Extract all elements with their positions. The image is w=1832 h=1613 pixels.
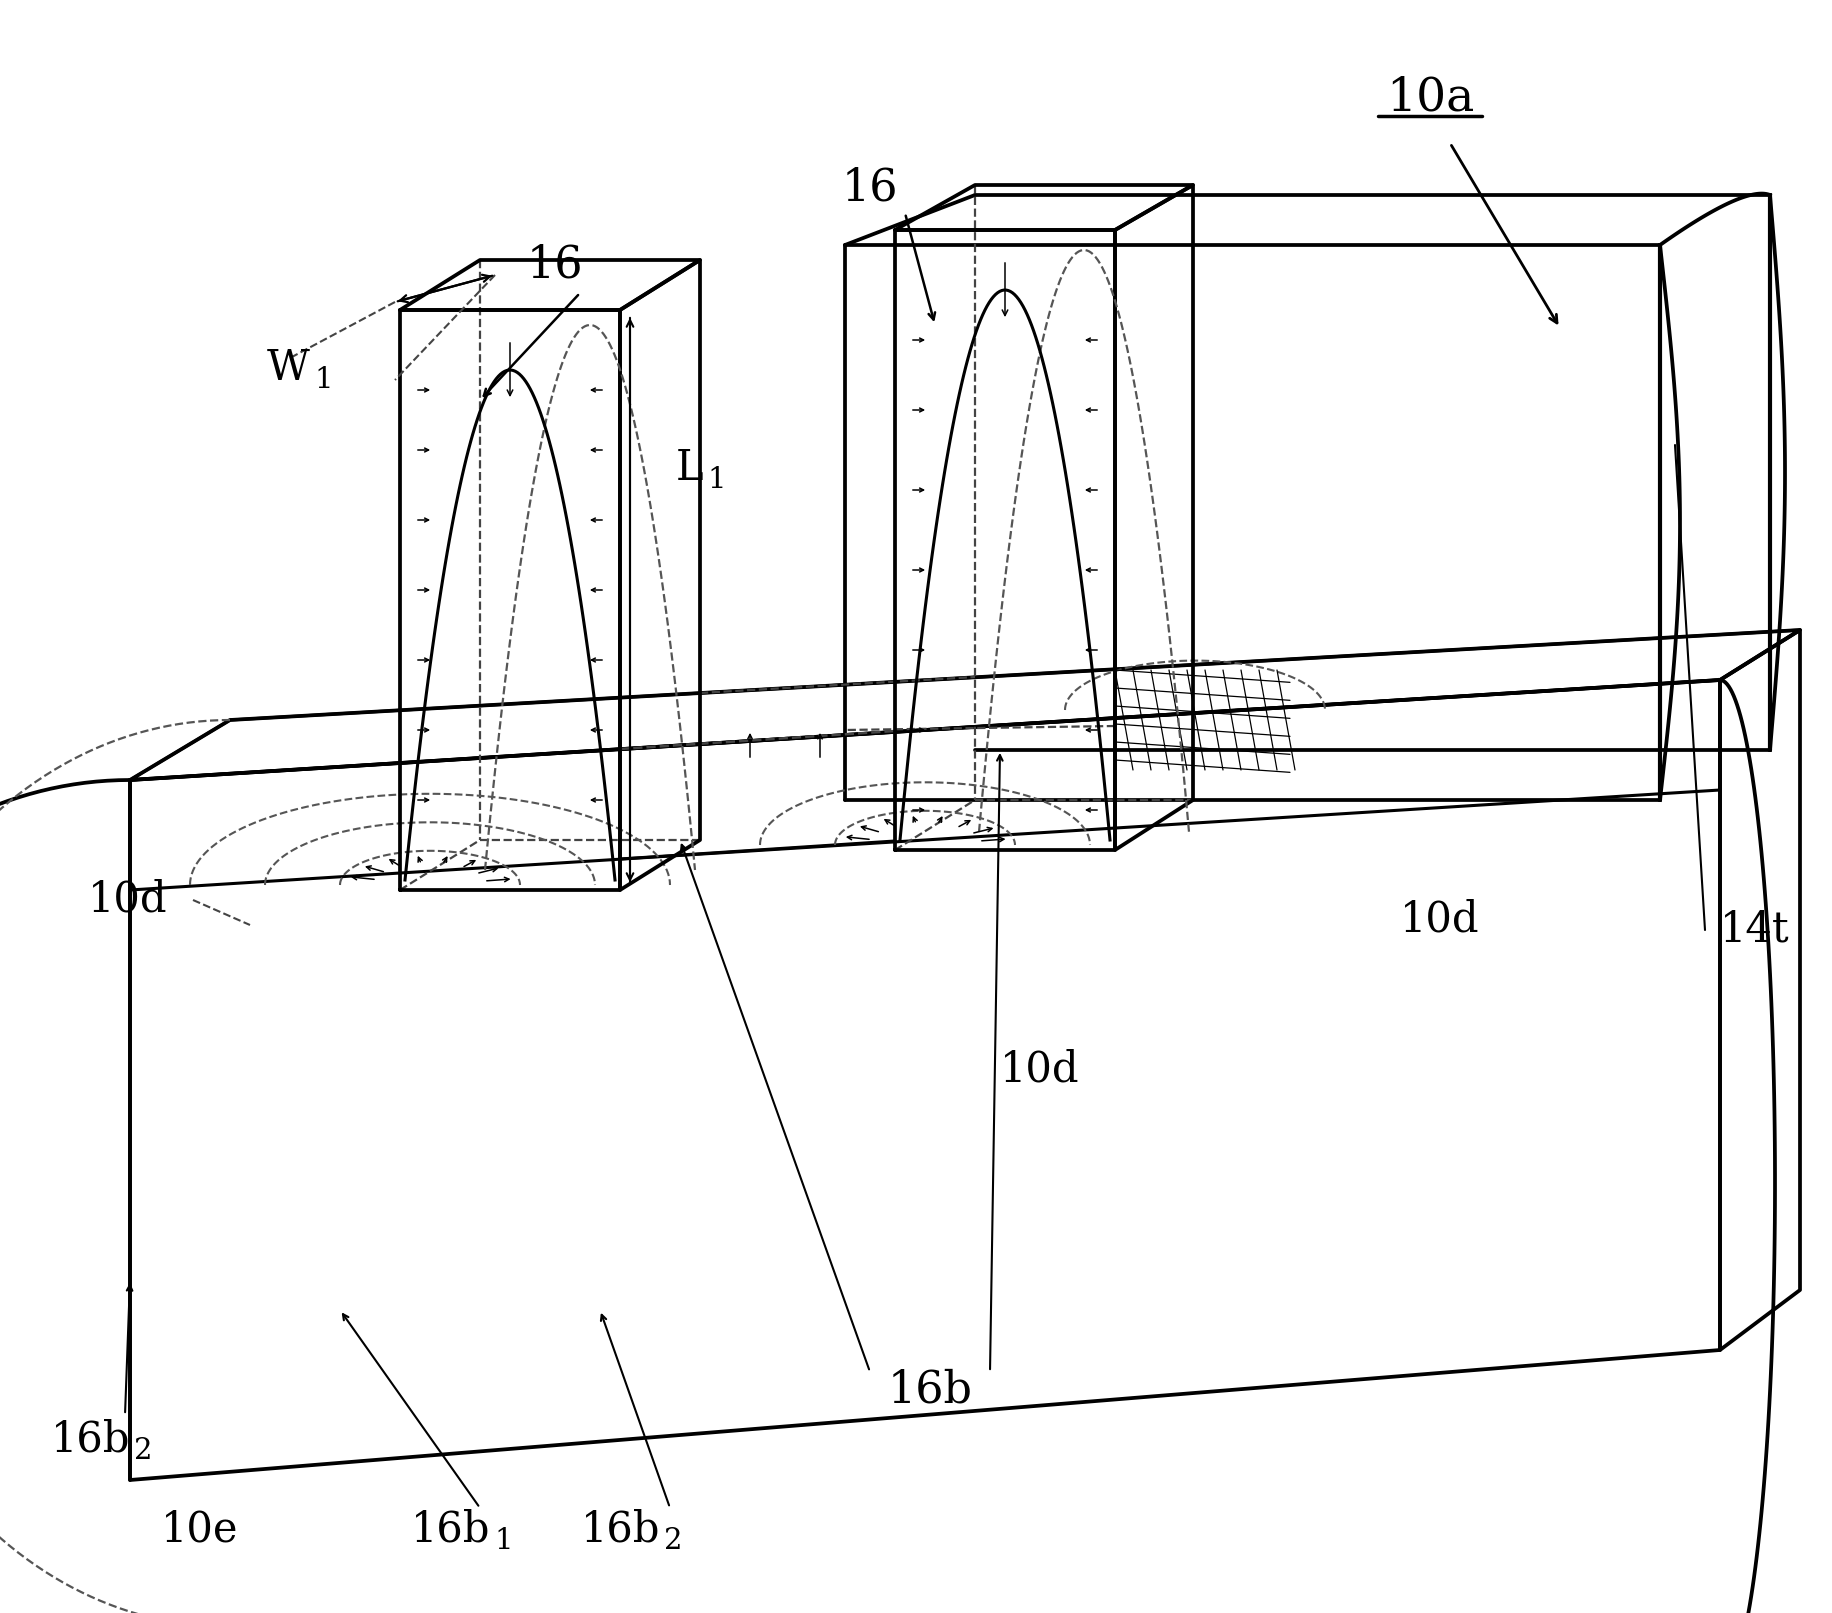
Text: 10e: 10e xyxy=(161,1510,238,1552)
Text: 10a: 10a xyxy=(1385,76,1473,121)
Text: L: L xyxy=(674,447,703,489)
Text: 16: 16 xyxy=(841,166,898,210)
Text: 10d: 10d xyxy=(88,879,169,921)
Text: 16b: 16b xyxy=(887,1368,973,1411)
Text: 14t: 14t xyxy=(1718,910,1788,952)
Text: 10d: 10d xyxy=(1000,1048,1079,1090)
Text: 1: 1 xyxy=(495,1528,513,1555)
Text: 16: 16 xyxy=(526,244,583,287)
Text: 10d: 10d xyxy=(1400,898,1478,940)
Text: 16b: 16b xyxy=(410,1510,489,1552)
Text: 2: 2 xyxy=(134,1437,152,1465)
Text: 1: 1 xyxy=(707,466,725,494)
Text: 1: 1 xyxy=(313,366,332,394)
Text: 16b: 16b xyxy=(51,1419,130,1461)
Text: 2: 2 xyxy=(663,1528,682,1555)
Text: 16b: 16b xyxy=(581,1510,660,1552)
Text: W: W xyxy=(267,347,310,389)
